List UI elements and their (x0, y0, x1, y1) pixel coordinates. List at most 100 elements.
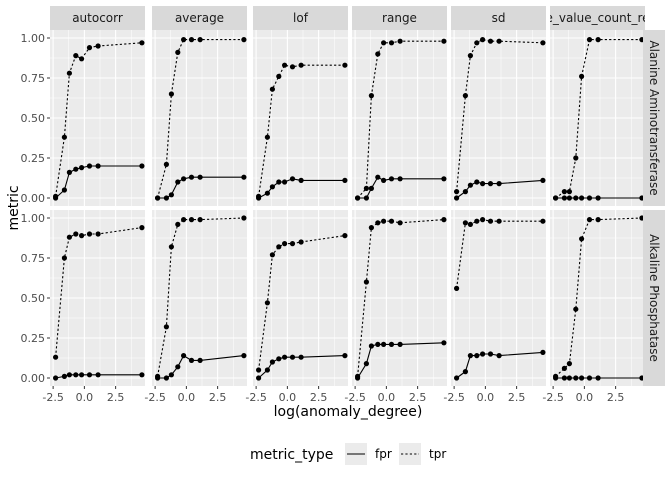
data-point-tpr (66, 70, 72, 76)
data-point-tpr (579, 236, 585, 242)
panel-r1-c2 (253, 210, 348, 386)
data-point-tpr (561, 365, 568, 371)
data-point-fpr (298, 354, 304, 360)
legend-label-fpr: fpr (375, 447, 392, 461)
column-strip-2: lof (253, 6, 348, 30)
y-tick-label: 0.50 (21, 112, 46, 125)
data-point-tpr (540, 40, 546, 46)
data-point-tpr (298, 239, 304, 245)
panel-r0-c1 (152, 30, 247, 206)
y-tick-label: 1.00 (21, 212, 46, 225)
x-tick-label: 2.5 (508, 391, 526, 404)
data-point-fpr (595, 375, 601, 381)
data-point-fpr (181, 176, 187, 182)
legend-label-tpr: tpr (429, 447, 446, 461)
data-point-tpr (397, 220, 403, 226)
column-strip-0: autocorr (50, 6, 145, 30)
data-point-fpr (573, 375, 579, 381)
data-point-fpr (474, 179, 480, 185)
column-strip-4: sd (451, 6, 546, 30)
data-point-tpr (264, 300, 270, 306)
y-tick-label: 0.50 (21, 292, 46, 305)
panel-r0-c4 (451, 30, 546, 206)
y-tick-label: 1.00 (21, 32, 46, 45)
data-point-fpr (487, 351, 494, 357)
data-point-tpr (175, 221, 181, 227)
data-point-tpr (269, 252, 275, 258)
data-point-fpr (342, 177, 348, 183)
y-tick-label: 0.25 (21, 152, 46, 165)
series-line-tpr (55, 227, 142, 358)
legend-title: metric_type (250, 447, 333, 463)
data-point-fpr (79, 372, 85, 378)
x-tick-label: 2.5 (107, 391, 125, 404)
strip-background (451, 6, 546, 30)
data-point-fpr (397, 341, 403, 347)
strip-background (253, 6, 348, 30)
x-tick-label: -2.5 (144, 391, 165, 404)
data-point-tpr (496, 38, 502, 44)
data-point-tpr (73, 53, 79, 59)
data-point-tpr (487, 218, 494, 224)
data-point-tpr (95, 43, 101, 49)
column-strip-label: autocorr (72, 11, 123, 25)
data-point-fpr (181, 353, 187, 359)
data-point-tpr (139, 225, 145, 231)
data-point-fpr (289, 354, 296, 360)
data-point-fpr (73, 372, 79, 378)
data-point-fpr (480, 181, 486, 187)
data-point-fpr (368, 343, 374, 349)
data-point-tpr (155, 373, 161, 379)
panel-r1-c4 (451, 210, 546, 386)
x-tick-label: 2.5 (310, 391, 328, 404)
data-point-tpr (168, 91, 174, 97)
x-tick-label: 2.5 (607, 391, 625, 404)
x-tick-label: 0.0 (178, 391, 196, 404)
data-point-fpr (381, 177, 387, 183)
data-point-tpr (79, 56, 85, 62)
data-point-tpr (241, 37, 247, 43)
column-strip-1: average (152, 6, 247, 30)
row-strip-0: Alanine Aminotransferase (643, 30, 665, 206)
data-point-tpr (282, 62, 288, 68)
data-point-tpr (66, 234, 72, 240)
data-point-tpr (441, 38, 447, 44)
y-tick-label: 0.00 (21, 372, 46, 385)
data-point-fpr (496, 353, 502, 359)
data-point-tpr (168, 244, 174, 250)
data-point-tpr (73, 231, 79, 237)
data-point-fpr (95, 372, 101, 378)
panel-r1-c1 (152, 210, 247, 386)
data-point-tpr (388, 218, 395, 224)
data-point-fpr (474, 353, 480, 359)
data-point-fpr (579, 195, 585, 201)
data-point-fpr (467, 182, 473, 188)
data-point-tpr (441, 217, 447, 223)
x-tick-label: -2.5 (542, 391, 563, 404)
data-point-fpr (561, 195, 568, 201)
x-tick-label: -2.5 (245, 391, 266, 404)
data-point-tpr (553, 373, 559, 379)
data-point-tpr (197, 37, 203, 43)
data-point-fpr (566, 375, 573, 381)
strip-background (550, 6, 645, 30)
panel-r1-c3 (352, 210, 447, 386)
data-point-tpr (480, 217, 486, 223)
data-point-tpr (595, 217, 601, 223)
row-strip-label: Alkaline Phosphatase (647, 234, 661, 362)
x-tick-label: -2.5 (443, 391, 464, 404)
data-point-fpr (454, 195, 460, 201)
data-point-fpr (561, 375, 568, 381)
data-point-fpr (496, 181, 502, 187)
data-point-tpr (561, 189, 568, 195)
data-point-tpr (188, 37, 195, 43)
data-point-tpr (487, 38, 494, 44)
strip-background (50, 6, 145, 30)
data-point-tpr (573, 306, 579, 312)
data-point-fpr (188, 357, 195, 363)
data-point-fpr (462, 189, 468, 195)
panel-r1-c5 (550, 210, 645, 386)
column-strip-3: range (352, 6, 447, 30)
data-point-tpr (454, 285, 460, 291)
